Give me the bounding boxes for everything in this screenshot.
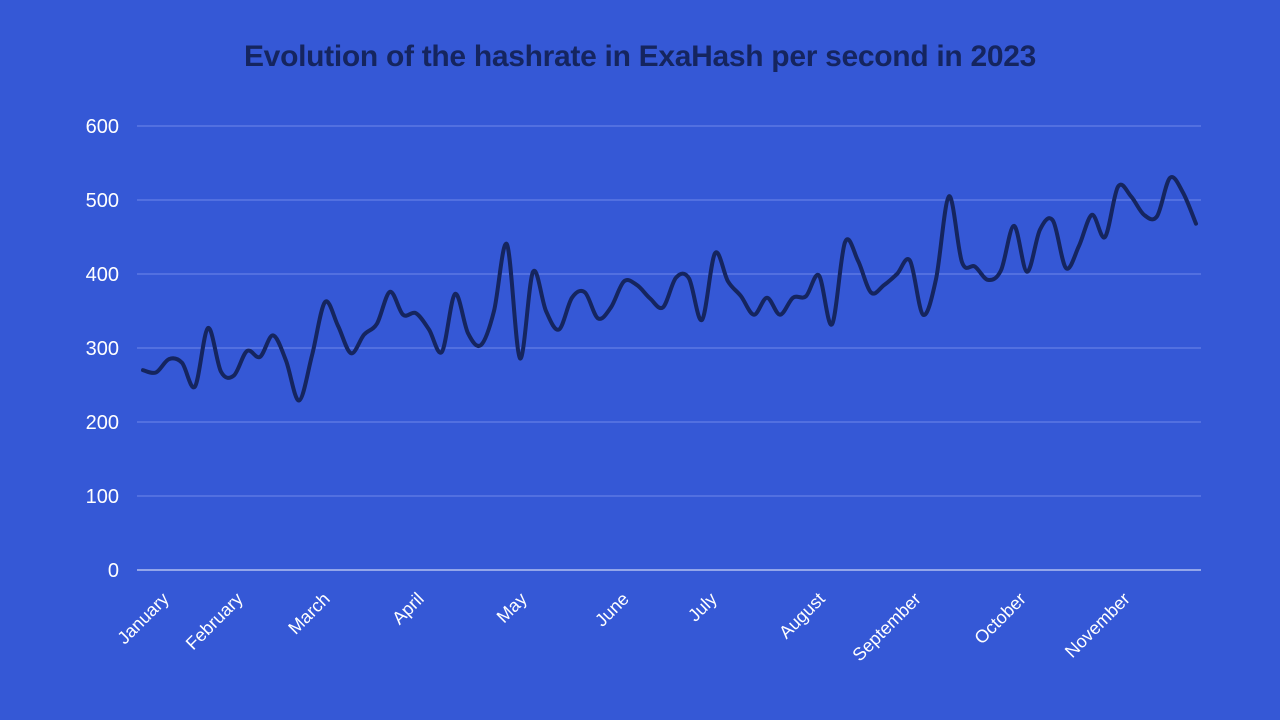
series-layer: [141, 175, 1198, 403]
x-tick-label-april: April: [388, 589, 428, 629]
gridlines: [137, 125, 1201, 571]
x-tick-label-march: March: [284, 589, 334, 639]
x-tick-label-july: July: [684, 589, 721, 626]
y-axis: 0 100 200 300 400 500 600: [86, 116, 119, 582]
y-tick-label-500: 500: [86, 190, 119, 212]
y-tick-label-300: 300: [86, 338, 119, 360]
x-axis: January February March April May June July Augu…: [113, 589, 1133, 665]
y-tick-label-0: 0: [108, 560, 119, 582]
y-tick-label-400: 400: [86, 264, 119, 286]
y-tick-label-200: 200: [86, 412, 119, 434]
x-tick-label-may: May: [493, 589, 531, 627]
x-tick-label-june: June: [591, 589, 633, 631]
chart-title: Evolution of the hashrate in ExaHash per…: [243, 40, 1037, 73]
y-tick-label-600: 600: [86, 116, 119, 138]
series-line-hashrate: [141, 175, 1198, 403]
x-tick-label-november: November: [1061, 589, 1134, 662]
y-tick-label-100: 100: [86, 486, 119, 508]
x-tick-label-august: August: [775, 589, 829, 643]
x-tick-label-september: September: [848, 589, 924, 665]
x-tick-label-february: February: [182, 589, 247, 654]
x-tick-label-october: October: [970, 589, 1029, 648]
x-tick-label-january: January: [113, 589, 172, 648]
